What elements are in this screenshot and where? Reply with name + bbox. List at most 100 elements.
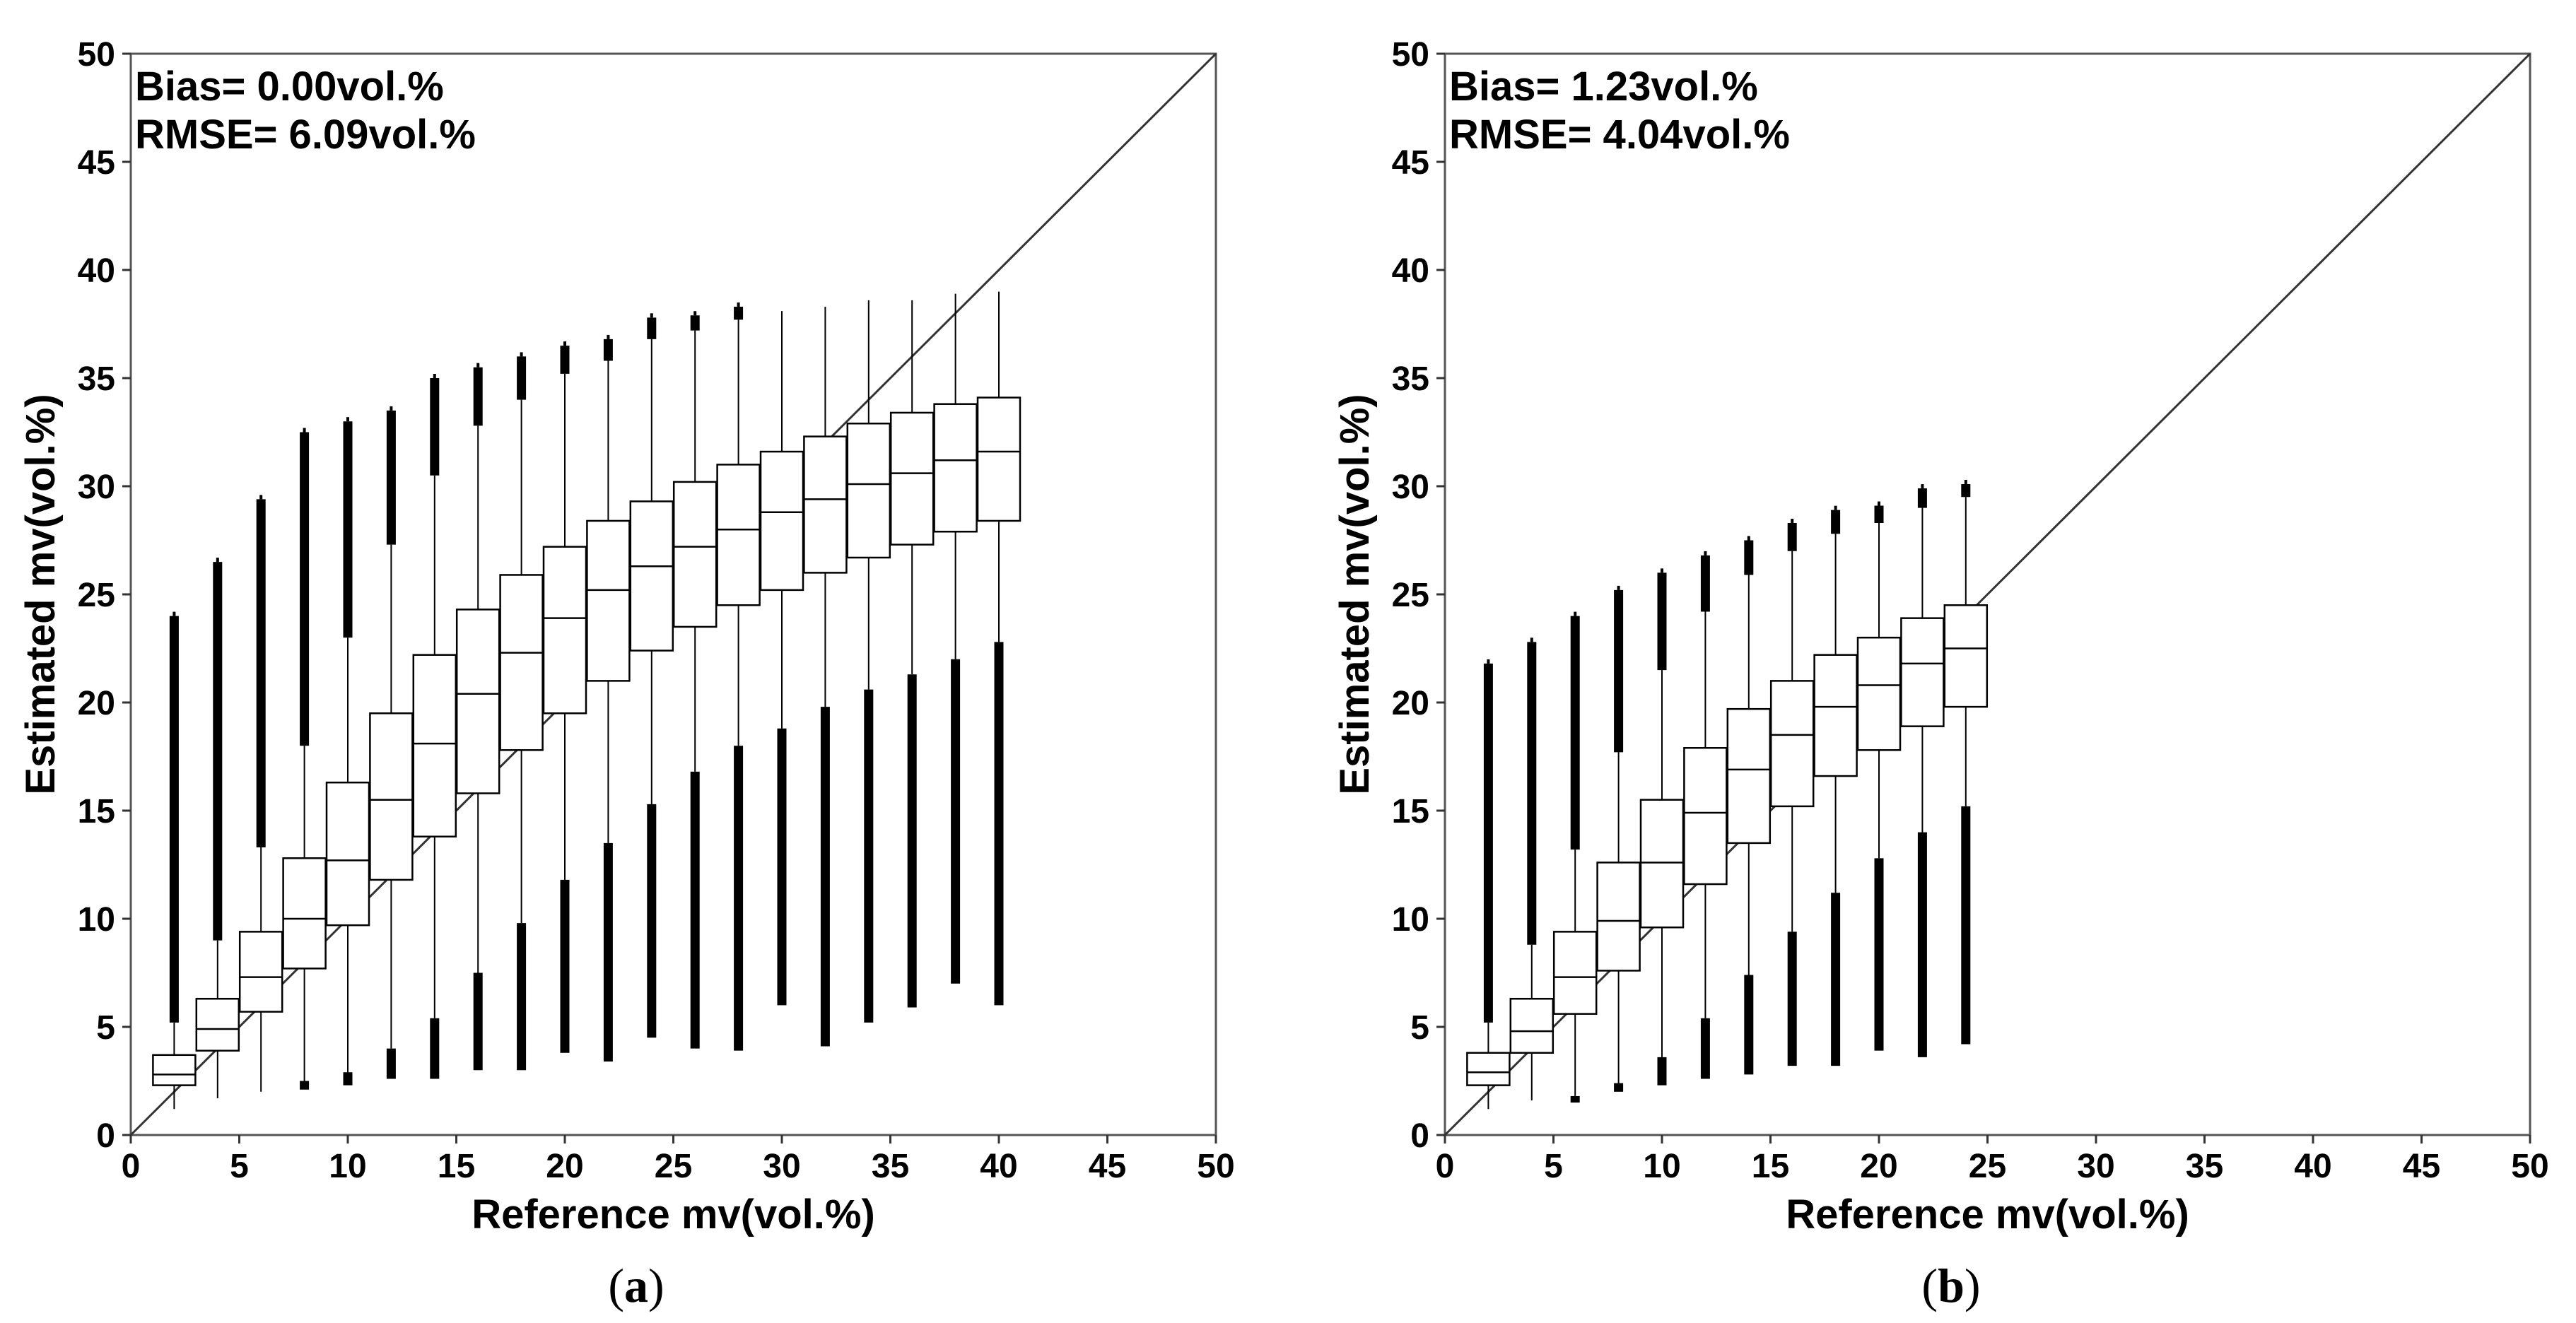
y-axis-title: Estimated mv(vol.%)	[18, 394, 64, 794]
iqr-box	[846, 423, 891, 559]
panel-caption: (b)	[1921, 1259, 1980, 1312]
iqr-box	[238, 931, 283, 1013]
bias-annotation: Bias= 0.00vol.%	[135, 64, 444, 110]
y-tick-label: 30	[78, 469, 115, 506]
box-14	[1726, 536, 1772, 1075]
y-tick-label: 15	[78, 793, 115, 830]
box-12	[369, 406, 414, 1079]
y-tick-label: 0	[96, 1117, 115, 1155]
box-26	[672, 311, 718, 1049]
box-16	[455, 363, 500, 1071]
iqr-box	[412, 654, 457, 837]
x-tick-label: 35	[2186, 1148, 2223, 1185]
iqr-box	[542, 546, 587, 715]
caption-open-paren: (	[1921, 1259, 1938, 1312]
iqr-box	[976, 396, 1021, 522]
panel-a: 0 5 10 15 20 25 30 35 40 45 50 0 5 10 15 20 25 30 35 40 45 50…	[18, 36, 1235, 1312]
iqr-box	[1943, 604, 1989, 708]
y-tick-label: 15	[1392, 793, 1429, 830]
y-tick-label: 30	[1392, 469, 1429, 506]
y-tick-label: 20	[78, 685, 115, 722]
box-14	[412, 374, 457, 1079]
x-tick-label: 50	[1197, 1148, 1234, 1185]
x-tick-label: 25	[655, 1148, 692, 1185]
x-tick-label: 20	[1860, 1148, 1897, 1185]
y-tick-label: 20	[1392, 685, 1429, 722]
y-axis-title: Estimated mv(vol.%)	[1332, 394, 1378, 794]
x-axis-title: Reference mv(vol.%)	[472, 1192, 875, 1237]
x-tick-label: 5	[1544, 1148, 1563, 1185]
x-tick-label: 5	[230, 1148, 249, 1185]
y-tick-label: 40	[1392, 252, 1429, 290]
iqr-box	[1552, 931, 1598, 1015]
x-tick-label: 15	[438, 1148, 475, 1185]
iqr-box	[933, 403, 978, 533]
box-20	[542, 341, 587, 1053]
box-24	[1943, 479, 1989, 1045]
box-4	[195, 558, 240, 1098]
rmse-annotation: RMSE= 6.09vol.%	[135, 112, 476, 158]
box-4	[1509, 637, 1555, 1101]
caption-letter: b	[1938, 1259, 1965, 1312]
iqr-box	[152, 1054, 197, 1086]
box-10	[325, 417, 370, 1086]
box-34	[846, 300, 891, 1023]
box-22	[586, 334, 631, 1062]
box-16	[1769, 519, 1815, 1066]
y-tick-label: 5	[1410, 1009, 1429, 1047]
box-6	[1552, 611, 1598, 1103]
y-tick-label: 10	[78, 901, 115, 939]
y-tick-label: 10	[1392, 901, 1429, 939]
y-tick-label: 45	[78, 144, 115, 182]
bias-annotation: Bias= 1.23vol.%	[1449, 64, 1758, 110]
box-6	[238, 495, 283, 1092]
iqr-box	[1596, 862, 1641, 972]
x-tick-label: 15	[1752, 1148, 1789, 1185]
iqr-box	[1466, 1052, 1511, 1086]
box-28	[716, 302, 761, 1051]
x-tick-label: 20	[546, 1148, 583, 1185]
box-20	[1856, 501, 1902, 1051]
box-18	[1813, 505, 1858, 1066]
iqr-box	[889, 411, 935, 546]
iqr-box	[629, 500, 674, 652]
x-tick-label: 45	[1089, 1148, 1126, 1185]
box-40	[976, 291, 1021, 1006]
iqr-box	[369, 712, 414, 881]
box-10	[1639, 568, 1685, 1086]
box-30	[759, 311, 804, 1006]
x-tick-label: 25	[1969, 1148, 2006, 1185]
x-tick-label: 10	[1643, 1148, 1680, 1185]
iqr-box	[1856, 636, 1902, 751]
caption-letter: a	[624, 1259, 648, 1312]
iqr-box	[1769, 680, 1815, 808]
box-8	[282, 428, 327, 1090]
y-tick-label: 0	[1410, 1117, 1429, 1155]
x-tick-label: 30	[763, 1148, 800, 1185]
y-tick-label: 25	[1392, 577, 1429, 614]
y-tick-label: 25	[78, 577, 115, 614]
box-2	[152, 611, 197, 1110]
iqr-box	[195, 997, 240, 1052]
box-8	[1596, 585, 1641, 1092]
x-axis-title: Reference mv(vol.%)	[1786, 1192, 2189, 1237]
x-tick-label: 40	[980, 1148, 1017, 1185]
caption-close-paren: )	[1965, 1259, 1981, 1312]
caption-close-paren: )	[648, 1259, 665, 1312]
box-24	[629, 313, 674, 1038]
y-tick-label: 35	[1392, 360, 1429, 398]
iqr-box	[282, 857, 327, 970]
iqr-box	[586, 519, 631, 682]
box-18	[499, 352, 544, 1071]
iqr-box	[1900, 617, 1945, 727]
y-tick-label: 35	[78, 360, 115, 398]
x-tick-label: 30	[2077, 1148, 2114, 1185]
box-32	[803, 307, 848, 1047]
y-tick-label: 45	[1392, 144, 1429, 182]
iqr-box	[1726, 707, 1772, 845]
box-36	[889, 300, 935, 1008]
box-38	[933, 293, 978, 984]
iqr-box	[1813, 654, 1858, 777]
